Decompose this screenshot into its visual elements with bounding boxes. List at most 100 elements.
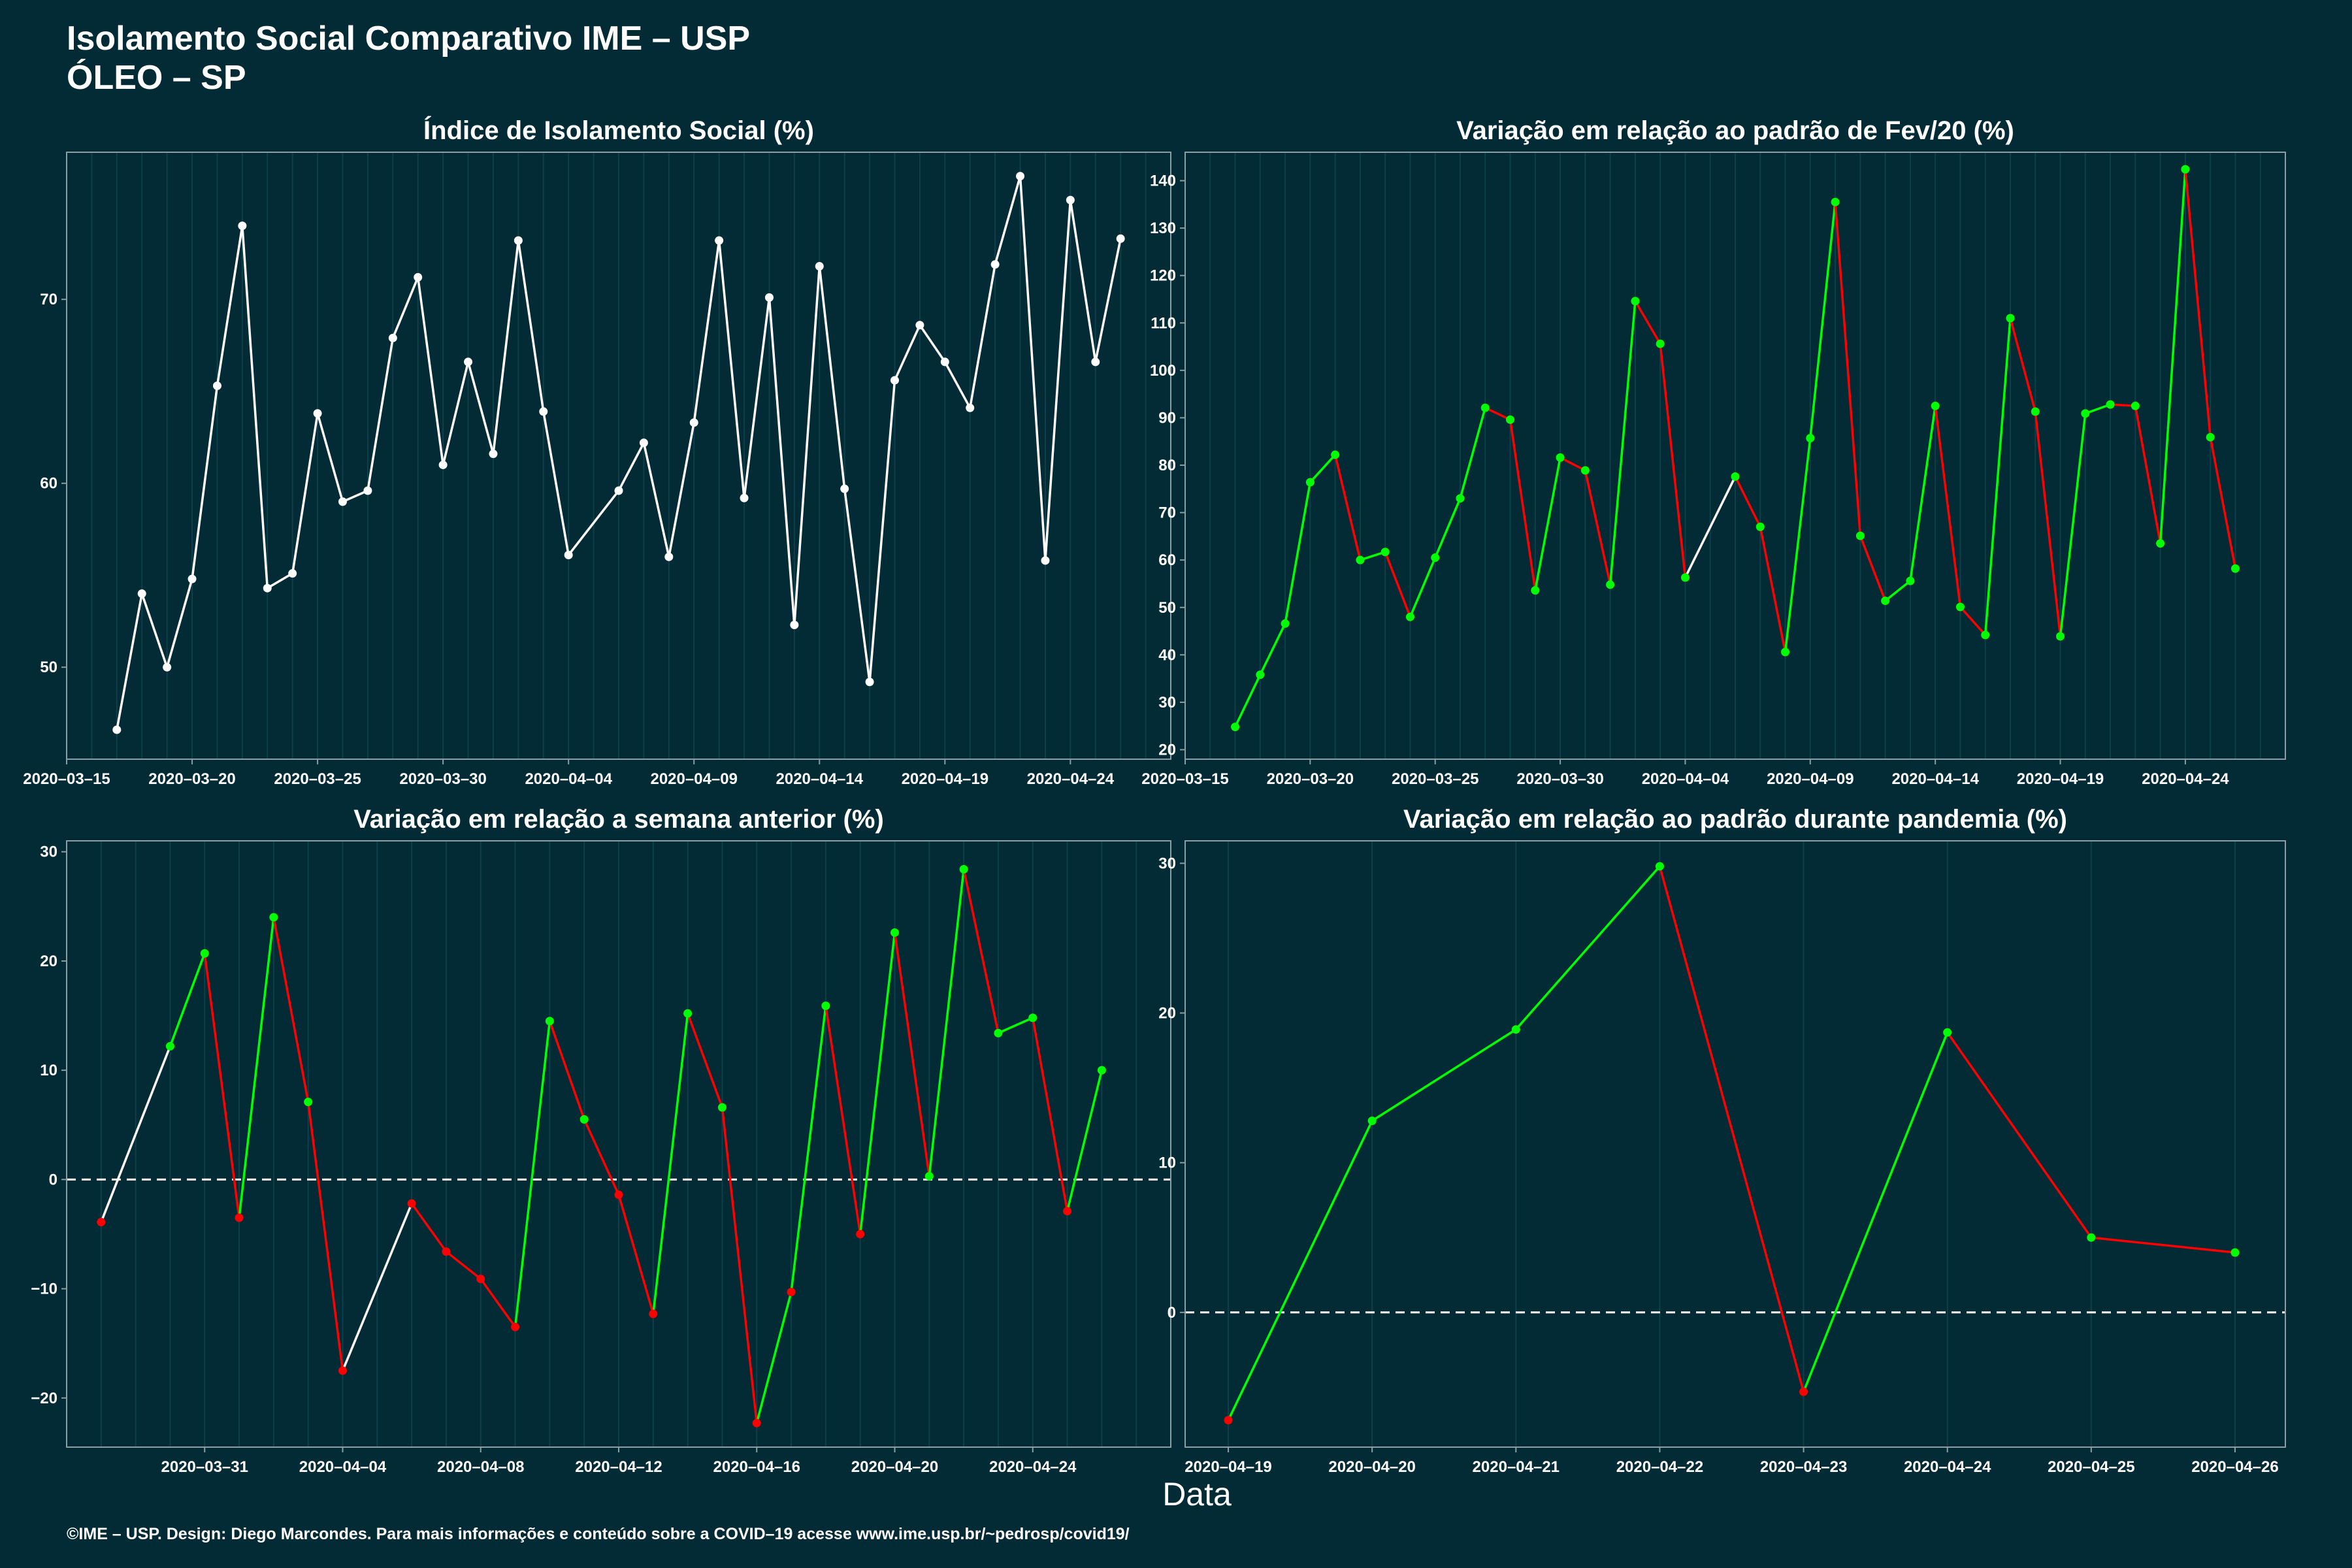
series-line [116,176,1122,730]
line-segment [642,442,670,557]
line-segment [1784,438,1812,653]
y-tick-label: 20 [1158,1005,1176,1022]
data-point [476,1275,485,1284]
data-point [752,1418,761,1428]
series-line [1227,865,2236,1421]
data-point [489,449,498,459]
data-point [511,1322,520,1331]
data-point [740,493,749,502]
line-segment [843,488,871,682]
y-tick-label: 70 [40,291,57,308]
line-segment [1634,301,1661,345]
data-point [1631,297,1640,306]
data-point [2006,314,2015,323]
y-tick-label: 100 [1150,362,1176,380]
data-point [1831,197,1840,206]
data-point [112,725,122,734]
panel-title: Índice de Isolamento Social (%) [423,116,814,145]
main-subtitle: ÓLEO – SP [67,59,246,97]
line-segment [1659,344,1687,578]
data-point [212,382,221,391]
x-tick-label: 2020–03–20 [148,770,235,788]
data-point [1680,573,1690,582]
line-segment [1514,865,1661,1030]
line-segment [272,917,310,1102]
data-point [1580,466,1590,475]
data-point [1380,547,1390,557]
data-point [915,321,924,330]
line-segment [1946,1032,2093,1239]
series-points [97,864,1106,1428]
y-tick-label: 0 [49,1171,57,1188]
data-point [1943,1028,1952,1037]
data-point [388,333,397,342]
data-point [990,260,1000,269]
line-segment [994,176,1022,265]
panel-4: Variação em relação ao padrão durante pa… [1158,805,2286,1476]
data-point [2131,401,2140,410]
data-point [580,1115,589,1124]
y-tick-label: 60 [40,475,57,493]
line-segment [2085,403,2111,415]
data-point [200,949,209,958]
panel-1: Índice de Isolamento Social (%) 50 60 70 202… [23,116,1171,788]
data-point [1931,401,1940,410]
data-point [994,1028,1003,1037]
line-segment [2009,318,2036,412]
line-segment [755,1292,792,1424]
y-tick-label: 20 [1158,741,1176,759]
line-segment [919,324,946,363]
y-tick-label: 10 [1158,1154,1176,1172]
y-tick-label: −20 [31,1390,57,1407]
line-segment [793,266,821,625]
footer-credit: ©IME – USP. Design: Diego Marcondes. Par… [67,1525,1130,1543]
line-segment [1384,551,1412,617]
data-point [1091,357,1100,367]
data-point [288,569,297,578]
data-point [1028,1013,1037,1022]
data-point [1224,1416,1233,1425]
line-segment [2184,169,2212,438]
line-segment [191,385,219,580]
y-tick-label: 80 [1158,457,1176,474]
x-tick-label: 2020–04–14 [776,770,864,788]
x-axis-title: Data [1162,1476,1232,1512]
x-tick-label: 2020–04–22 [1616,1458,1703,1476]
line-segment [1809,202,1837,438]
line-segment [341,1203,413,1371]
data-point [1480,403,1490,412]
data-point [1799,1387,1808,1396]
chart-panels: Índice de Isolamento Social (%)506070202… [23,116,2286,1476]
line-segment [1360,551,1386,561]
data-point [235,1213,244,1222]
data-point [639,438,648,448]
line-segment [1094,238,1122,363]
data-point [717,1103,727,1112]
panel-frame [66,152,1171,760]
data-point [1655,862,1664,871]
line-segment [962,869,1000,1034]
y-tick-label: 40 [1158,646,1176,664]
line-segment [1759,527,1787,653]
data-point [1506,415,1515,424]
data-point [2206,433,2215,442]
y-tick-label: 30 [1158,694,1176,711]
data-point [1097,1066,1106,1075]
line-segment [1909,406,1936,581]
y-tick-label: 30 [1158,855,1176,872]
x-tick-label: 2020–03–15 [23,770,110,788]
data-point [407,1199,416,1208]
data-point [1781,647,1790,657]
line-segment [367,338,395,491]
line-segment [1434,498,1462,559]
x-tick-label: 2020–03–25 [274,770,361,788]
data-point [313,409,322,418]
line-segment [1371,1028,1517,1122]
data-point [840,484,849,493]
y-tick-label: 70 [1158,504,1176,522]
x-tick-label: 2020–04–19 [2017,770,2104,788]
line-segment [466,361,495,455]
line-segment [2159,169,2187,544]
line-segment [2091,1236,2236,1254]
